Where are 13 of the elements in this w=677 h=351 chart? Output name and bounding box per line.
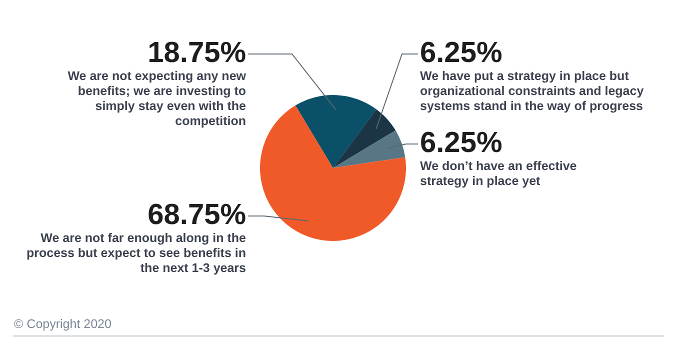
pie-slice [333,109,396,168]
slice-label: We have put a strategy in place but organizational constraints and legacy systems stand in the way of progress [420,69,644,113]
data-label: 18.75% [148,37,246,69]
data-label: 6.25% [420,127,502,159]
slice-label: We are not far enough along in the process but expect to see benefits in the next 1-3 years [26,231,246,275]
data-label: 68.75% [148,199,246,231]
text: © Copyright 2020 [14,317,112,331]
pie-slice [295,95,376,168]
pie-slice [260,105,406,241]
slice-label: We are not expecting any new benefits; we are investing to simply stay even with the competition [68,69,246,128]
slice-label: We don’t have an effective strategy in place yet [420,159,577,188]
data-label: 6.25% [420,37,502,69]
pie-slice [333,130,406,168]
